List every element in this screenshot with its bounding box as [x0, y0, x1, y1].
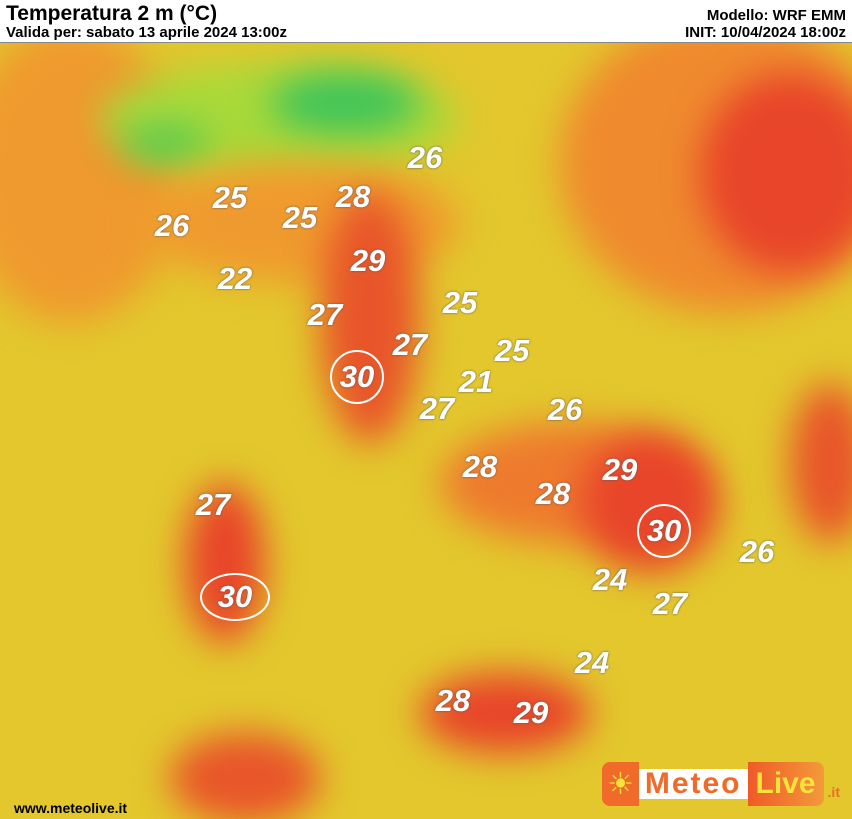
temperature-label: 29 — [350, 243, 386, 278]
hot-spot-circle — [330, 350, 384, 404]
temperature-label: 24 — [592, 562, 628, 597]
warm-bottom — [170, 733, 320, 819]
model-name: Modello: WRF EMM — [706, 7, 846, 24]
logo-text-meteo: Meteo — [638, 767, 748, 800]
temperature-label: 30 — [339, 359, 375, 394]
hot-region-east — [700, 73, 852, 273]
temperature-label: 26 — [739, 534, 775, 569]
hot-sicily — [420, 673, 590, 753]
temperature-label: 27 — [652, 586, 688, 621]
temperature-label: 30 — [646, 513, 682, 548]
cold-region-alps-west — [120, 123, 210, 163]
temperature-label: 30 — [217, 579, 253, 614]
valid-time: Valida per: sabato 13 aprile 2024 13:00z — [6, 24, 287, 41]
cold-region-alps — [270, 73, 420, 133]
temperature-label: 27 — [419, 391, 455, 426]
temperature-map: 26 25 28 25 26 29 22 25 27 27 25 30 21 27 26 29 28 28 27 30… — [0, 43, 852, 819]
temperature-label: 22 — [217, 261, 253, 296]
temperature-label: 29 — [513, 695, 549, 730]
temperature-label: 28 — [462, 449, 498, 484]
logo-text-it: .it — [827, 784, 840, 800]
temperature-label: 29 — [602, 452, 638, 487]
temperature-label: 27 — [195, 487, 231, 522]
temperature-label: 28 — [335, 179, 371, 214]
temperature-label: 27 — [392, 327, 428, 362]
meteolive-logo: ☀ Meteo Live .it — [602, 762, 840, 806]
temperature-label: 27 — [307, 297, 343, 332]
map-header: Temperatura 2 m (°C) Valida per: sabato … — [0, 0, 852, 43]
hot-tuscany — [320, 193, 420, 443]
temperature-label: 25 — [282, 200, 318, 235]
init-time: INIT: 10/04/2024 18:00z — [685, 24, 846, 41]
warm-east-coast — [790, 383, 852, 543]
map-title: Temperatura 2 m (°C) — [6, 2, 218, 25]
temperature-label: 28 — [535, 476, 571, 511]
temperature-label: 24 — [574, 645, 610, 680]
temperature-label: 26 — [154, 208, 190, 243]
temperature-label: 26 — [547, 392, 583, 427]
temperature-label: 21 — [458, 364, 494, 399]
temperature-label: 25 — [494, 333, 530, 368]
temperature-label: 25 — [442, 285, 478, 320]
temperature-label: 25 — [212, 180, 248, 215]
temperature-label: 26 — [407, 140, 443, 175]
temperature-label: 28 — [435, 683, 471, 718]
logo-text-live: Live — [747, 762, 824, 806]
hot-spot-circle — [637, 504, 691, 558]
hot-spot-circle — [200, 573, 270, 621]
sun-icon: ☀ — [602, 762, 639, 806]
website-link[interactable]: www.meteolive.it — [14, 800, 128, 816]
